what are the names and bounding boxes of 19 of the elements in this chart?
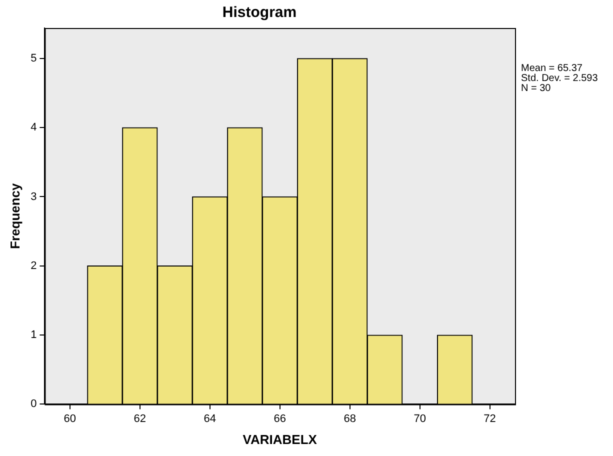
text: Mean = 65.37 bbox=[521, 62, 583, 74]
x-tick-label: 66 bbox=[274, 412, 286, 425]
x-axis-title: VARIABELX bbox=[242, 432, 318, 447]
x-tick-label: 62 bbox=[134, 412, 146, 425]
text: Std. Dev. = 2.593 bbox=[521, 72, 598, 84]
y-tick-label: 0 bbox=[30, 398, 37, 410]
x-tick-label: 70 bbox=[414, 412, 426, 425]
x-tick-label: 60 bbox=[64, 412, 76, 425]
y-tick-label: 4 bbox=[30, 122, 37, 134]
y-tick-label: 3 bbox=[30, 190, 37, 203]
y-tick-label: 5 bbox=[30, 52, 37, 64]
x-tick-label: 68 bbox=[344, 412, 356, 425]
chart-title: Histogram bbox=[222, 4, 297, 22]
text: N = 30 bbox=[521, 82, 552, 94]
x-tick-label: 72 bbox=[484, 412, 496, 425]
y-axis-title: Frequency bbox=[7, 182, 22, 249]
x-tick-label: 64 bbox=[204, 412, 216, 425]
y-tick-label: 1 bbox=[30, 329, 37, 342]
y-tick-label: 2 bbox=[30, 260, 37, 272]
